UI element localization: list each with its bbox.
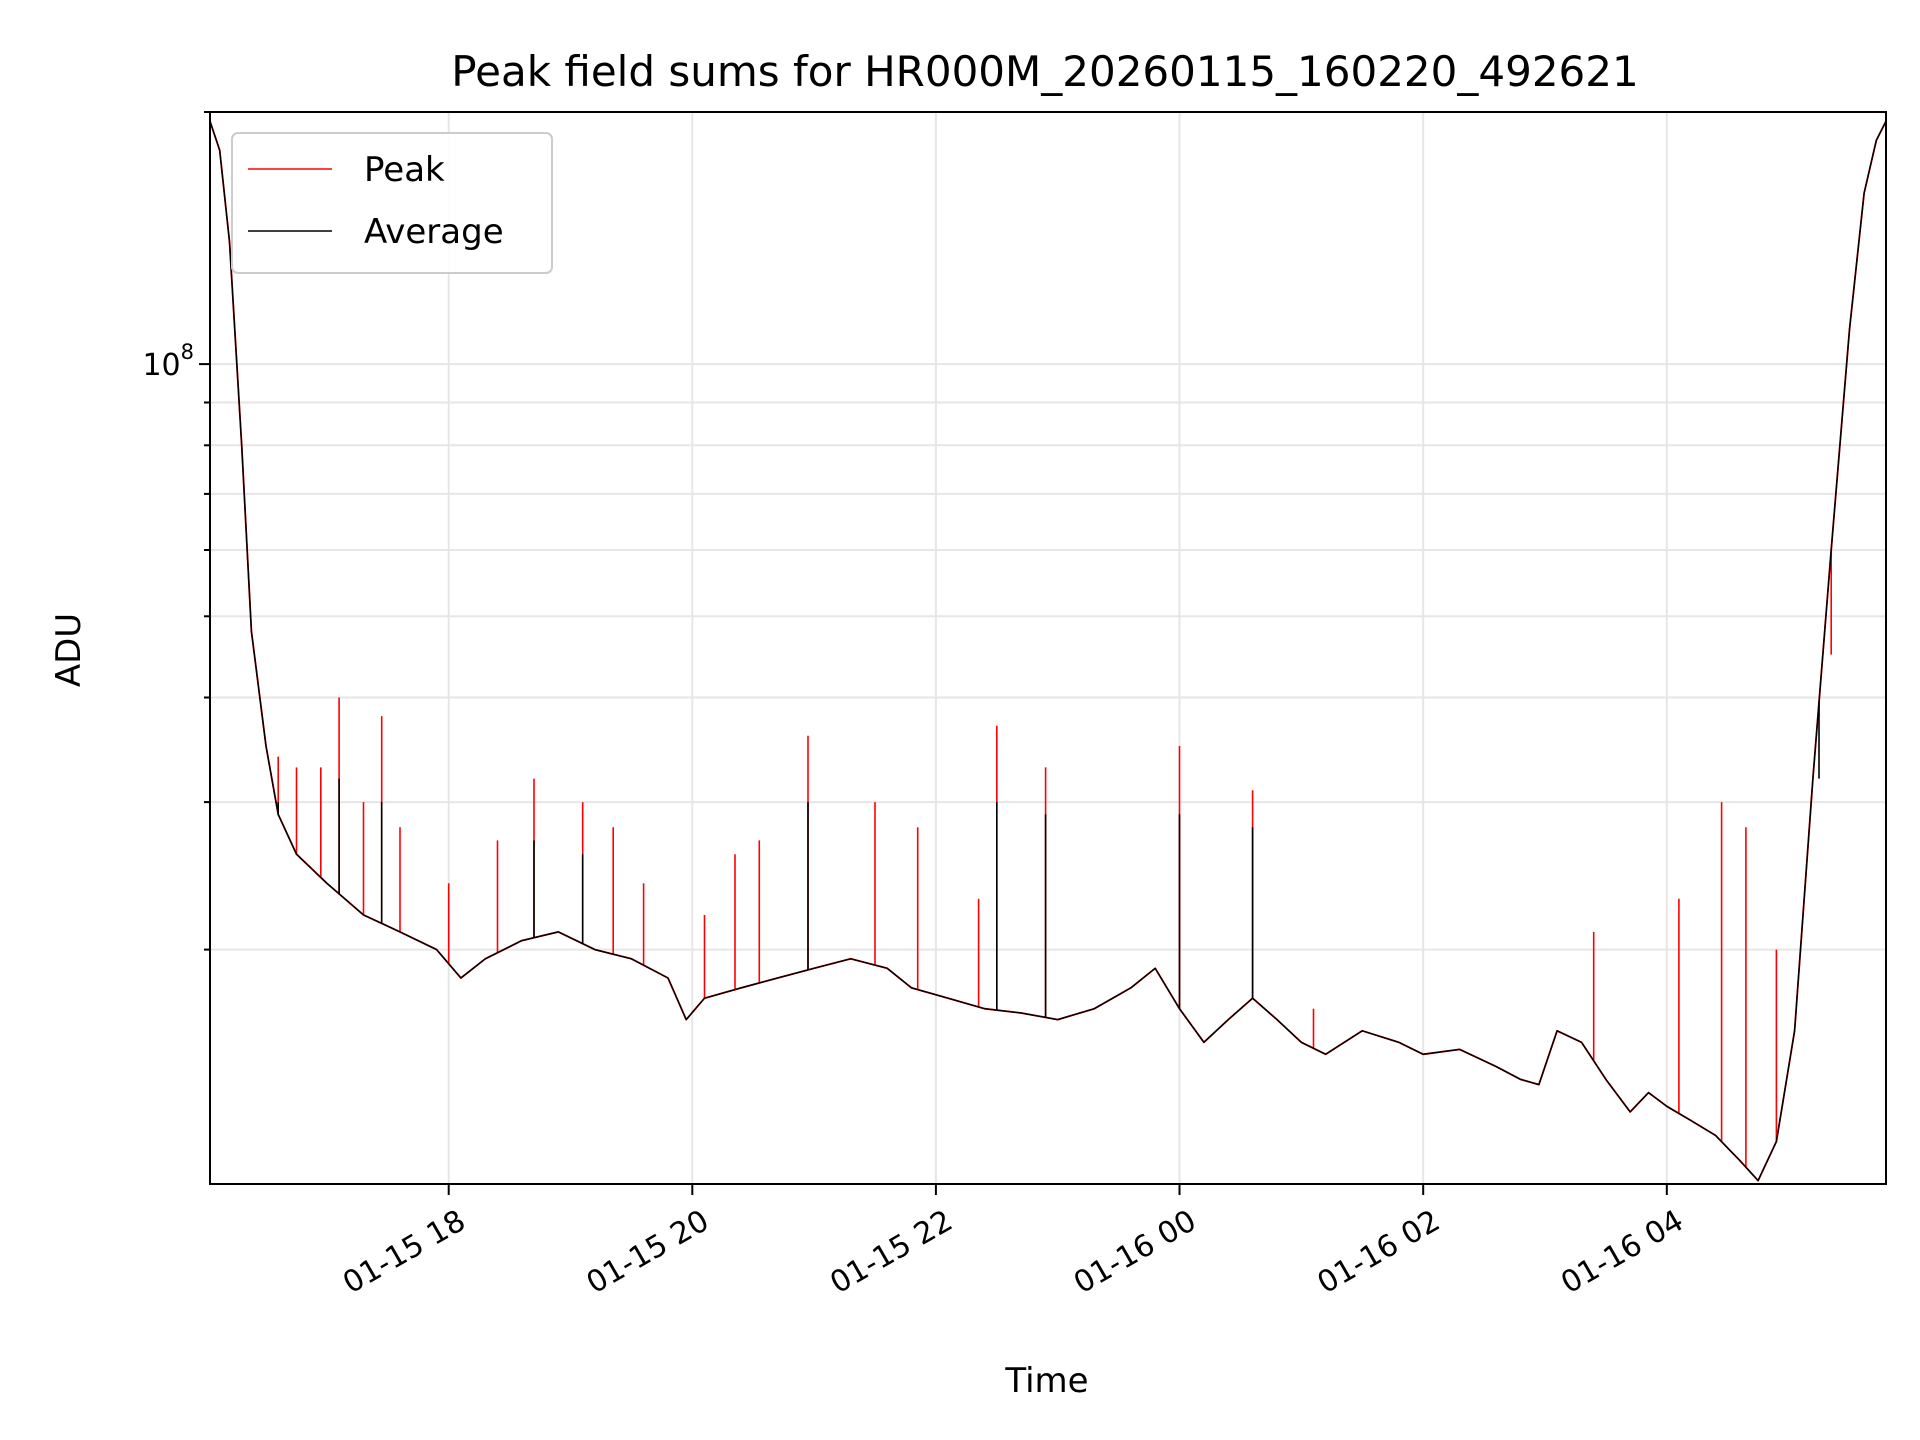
chart-title: Peak field sums for HR000M_20260115_1602… [451, 47, 1638, 96]
legend-label-average: Average [364, 212, 504, 252]
y-axis-label: ADU [49, 613, 89, 687]
legend-box [231, 132, 553, 274]
y-axis-ticks: 108 [142, 111, 210, 951]
plot-frame [209, 111, 1887, 1185]
y-tick-label: 108 [142, 340, 194, 383]
x-axis-label: Time [1004, 1361, 1088, 1401]
legend-label-peak: Peak [364, 150, 445, 190]
series-clip-group [210, 120, 1886, 1182]
series-layer [210, 120, 1886, 1182]
series-line-average [210, 120, 1886, 1182]
legend: Peak Average [231, 132, 553, 274]
